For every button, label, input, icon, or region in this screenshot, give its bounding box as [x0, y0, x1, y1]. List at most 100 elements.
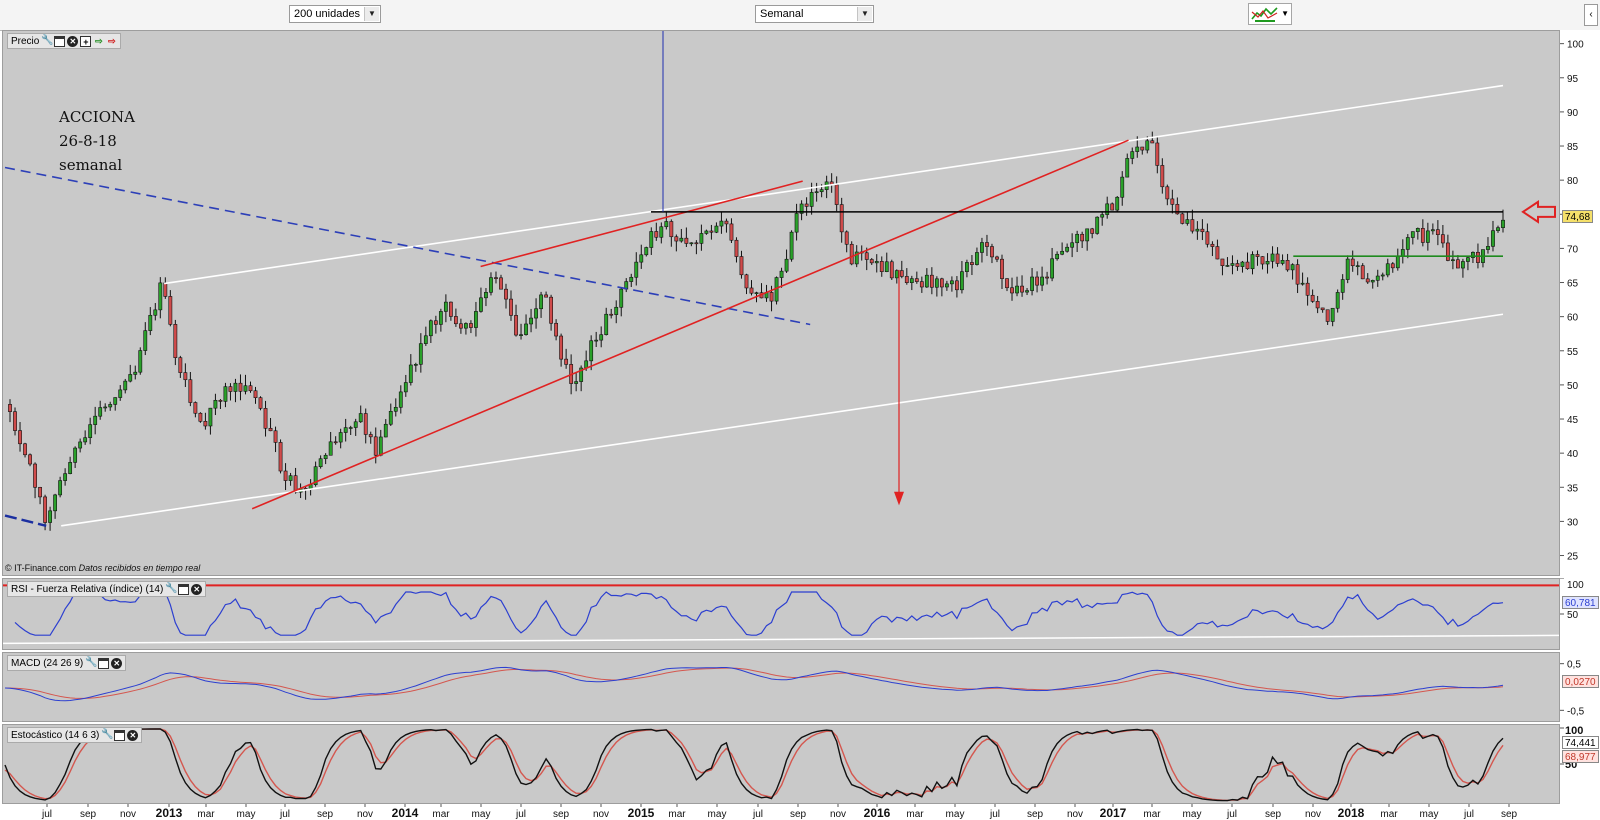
- x-tick-label: may: [472, 809, 491, 820]
- add-icon[interactable]: +: [80, 35, 92, 47]
- candle-body: [93, 415, 98, 425]
- candle-body: [664, 221, 669, 228]
- wrench-icon[interactable]: 🔧: [41, 34, 54, 46]
- lower-channel-line: [61, 313, 1504, 527]
- annotation-line: ACCIONA: [59, 108, 135, 126]
- candle-body: [223, 386, 228, 402]
- wrench-icon[interactable]: 🔧: [85, 656, 98, 668]
- y-tick-label: 100: [1567, 580, 1584, 591]
- candle-body: [754, 292, 759, 294]
- candle-body: [1265, 260, 1270, 265]
- close-icon[interactable]: ✕: [191, 583, 203, 595]
- x-tick-label: 2017: [1100, 806, 1127, 820]
- candle-body: [965, 262, 969, 272]
- stochastic-panel-header: Estocástico (14 6 3) 🔧 ✕: [7, 727, 143, 743]
- x-axis-svg: jul sep nov 2013 mar may jul sep nov 2014 mar may ju…: [41, 804, 1517, 820]
- candle-body: [1100, 214, 1105, 218]
- candle-body: [874, 261, 879, 264]
- close-icon[interactable]: ✕: [67, 35, 79, 47]
- price-panel-title: Precio: [11, 35, 40, 47]
- y-tick-label: 60: [1567, 313, 1579, 324]
- upper-channel-line: [164, 84, 1504, 285]
- x-tick-label: 2018: [1338, 806, 1365, 820]
- y-tick-label: -0,5: [1567, 706, 1585, 717]
- candle-body: [474, 311, 478, 328]
- candle-body: [98, 407, 103, 417]
- window-icon[interactable]: [98, 657, 110, 669]
- y-tick-label: 95: [1567, 74, 1579, 85]
- y-tick-label: 70: [1567, 244, 1579, 255]
- export-icon[interactable]: ⇨: [95, 35, 103, 46]
- close-icon[interactable]: ✕: [127, 729, 139, 741]
- x-tick-label: mar: [197, 809, 215, 820]
- chevron-down-icon[interactable]: ▼: [857, 7, 872, 21]
- candle-body: [1476, 251, 1480, 263]
- candle-body: [348, 427, 353, 429]
- chevron-down-icon[interactable]: ▼: [364, 7, 379, 21]
- candle-body: [1280, 260, 1285, 264]
- stochastic-k-last-value-badge: 74,441: [1562, 736, 1599, 749]
- chart-tool-button[interactable]: ▼: [1248, 3, 1292, 25]
- candle-body: [1450, 259, 1455, 262]
- chart-tool-icon: [1251, 7, 1278, 22]
- candle-body: [924, 274, 929, 288]
- candle-body: [819, 189, 824, 193]
- candle-body: [428, 320, 433, 337]
- exit-icon[interactable]: ⇨: [108, 35, 116, 46]
- candle-body: [504, 288, 508, 300]
- price-plot[interactable]: Precio 🔧 ✕ + ⇨ ⇨ ACCIONA 26-8-18 semanal: [2, 30, 1560, 576]
- candle-body: [1325, 309, 1330, 322]
- candle-body: [489, 277, 493, 293]
- candle-body: [193, 402, 198, 414]
- x-tick-label: may: [1420, 809, 1439, 820]
- candle-body: [273, 430, 278, 443]
- candle-body: [1235, 263, 1240, 267]
- candle-body: [438, 311, 443, 325]
- stochastic-k-line: [4, 728, 1504, 802]
- rsi-plot[interactable]: RSI - Fuerza Relativa (índice) (14) 🔧 ✕: [2, 578, 1560, 650]
- candle-body: [1405, 237, 1410, 250]
- x-tick-label: sep: [317, 809, 334, 820]
- candle-body: [1435, 229, 1440, 235]
- window-icon[interactable]: [114, 729, 126, 741]
- x-tick-label: nov: [593, 809, 609, 820]
- candle-body: [529, 317, 533, 325]
- macd-plot[interactable]: MACD (24 26 9) 🔧 ✕: [2, 652, 1560, 722]
- candle-body: [464, 323, 468, 329]
- candle-body: [1456, 259, 1460, 269]
- candle-body: [343, 427, 348, 433]
- candle-body: [208, 407, 213, 427]
- candle-body: [443, 301, 448, 312]
- candle-body: [23, 443, 27, 456]
- window-icon[interactable]: [178, 583, 190, 595]
- rsi-chart-svg: [3, 584, 1559, 645]
- candle-body: [408, 364, 413, 383]
- candle-body: [1030, 276, 1034, 291]
- collapse-icon[interactable]: ‹: [1584, 4, 1598, 26]
- close-icon[interactable]: ✕: [111, 657, 123, 669]
- candle-body: [869, 259, 874, 264]
- candle-body: [1125, 158, 1130, 178]
- period-select[interactable]: Semanal ▼: [755, 5, 874, 23]
- units-select[interactable]: 200 unidades ▼: [289, 5, 381, 23]
- candle-body: [1466, 257, 1470, 262]
- candle-body: [1315, 301, 1320, 309]
- candle-body: [1375, 275, 1380, 281]
- stochastic-plot[interactable]: Estocástico (14 6 3) 🔧 ✕: [2, 724, 1560, 804]
- candle-body: [879, 261, 884, 272]
- candle-body: [148, 314, 153, 331]
- rsi-y-axis-svg: 100 50: [1560, 578, 1584, 621]
- candle-body: [809, 192, 814, 207]
- wrench-icon[interactable]: 🔧: [101, 728, 114, 740]
- candle-body: [599, 334, 604, 341]
- chevron-down-icon[interactable]: ▼: [1281, 9, 1289, 18]
- y-tick-label: 25: [1567, 552, 1579, 563]
- wedge-top-red-line: [480, 180, 803, 268]
- y-tick-label: 90: [1567, 108, 1579, 119]
- wrench-icon[interactable]: 🔧: [165, 582, 178, 594]
- candle-body: [338, 432, 343, 443]
- window-icon[interactable]: [54, 35, 66, 47]
- downtrend-segment-line: [4, 514, 47, 527]
- candle-body: [313, 466, 318, 485]
- candle-body: [353, 421, 358, 428]
